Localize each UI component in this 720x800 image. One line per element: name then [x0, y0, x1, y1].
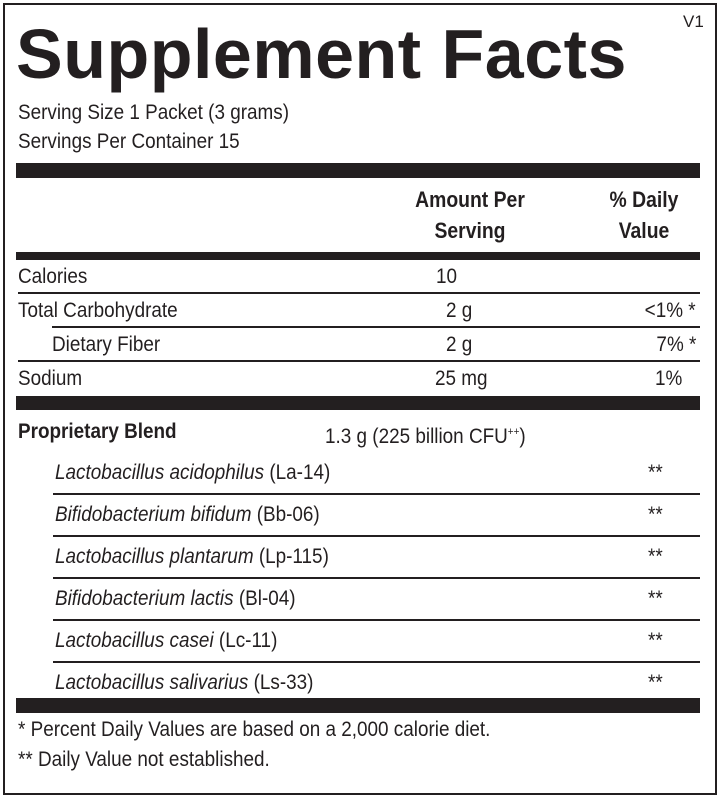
nutrient-dv: 7% *: [656, 333, 696, 356]
row-divider: [53, 493, 700, 495]
row-divider: [18, 292, 700, 294]
blend-amount-text: 1.3 g (225 billion CFU: [325, 425, 508, 448]
strain-species: Bifidobacterium bifidum: [55, 503, 252, 526]
row-divider: [53, 661, 700, 663]
strain-dv: **: [648, 671, 663, 694]
nutrient-amount: 2 g: [446, 299, 473, 322]
strain-code: (Bl-04): [238, 587, 296, 610]
strain-dv: **: [648, 629, 663, 652]
row-divider: [52, 326, 700, 328]
nutrient-amount: 2 g: [446, 333, 473, 356]
thick-divider: [16, 698, 700, 713]
blend-name: Proprietary Blend: [18, 420, 177, 443]
amount-header-line1: Amount Per: [415, 187, 525, 212]
strain-code: (La-14): [269, 461, 331, 484]
strain-name: Lactobacillus acidophilus (La-14): [55, 461, 330, 485]
strain-name: Lactobacillus salivarius (Ls-33): [55, 671, 313, 695]
nutrient-dv: 1%: [654, 367, 682, 390]
footnote-dv: * Percent Daily Values are based on a 2,…: [18, 718, 491, 741]
strain-species: Bifidobacterium lactis: [55, 587, 234, 610]
serving-size: Serving Size 1 Packet (3 grams): [18, 101, 290, 124]
footnote-not-established: ** Daily Value not established.: [18, 748, 270, 771]
blend-amount-close: ): [519, 425, 526, 448]
strain-species: Lactobacillus plantarum: [55, 545, 254, 568]
amount-header: Amount Per Serving: [391, 184, 549, 246]
strain-name: Bifidobacterium bifidum (Bb-06): [55, 503, 320, 527]
amount-header-line2: Serving: [434, 218, 506, 243]
version-tag: V1: [683, 12, 704, 31]
strain-dv: **: [648, 587, 663, 610]
thick-divider: [16, 163, 700, 178]
nutrient-amount: 10: [436, 265, 458, 288]
nutrient-name: Total Carbohydrate: [18, 299, 178, 322]
strain-name: Lactobacillus plantarum (Lp-115): [55, 545, 329, 569]
thick-divider: [16, 396, 700, 410]
nutrient-name: Calories: [18, 265, 88, 288]
medium-divider: [16, 252, 700, 260]
strain-dv: **: [648, 545, 663, 568]
blend-amount: 1.3 g (225 billion CFU++): [325, 420, 526, 449]
strain-species: Lactobacillus casei: [55, 629, 214, 652]
strain-species: Lactobacillus salivarius: [55, 671, 249, 694]
row-divider: [18, 360, 700, 362]
row-divider: [53, 577, 700, 579]
strain-code: (Ls-33): [253, 671, 314, 694]
nutrient-name: Sodium: [18, 367, 83, 390]
strain-dv: **: [648, 461, 663, 484]
strain-code: (Lc-11): [218, 629, 278, 652]
row-divider: [53, 619, 700, 621]
strain-code: (Bb-06): [256, 503, 320, 526]
strain-name: Bifidobacterium lactis (Bl-04): [55, 587, 296, 611]
dv-header-line1: % Daily: [609, 187, 679, 212]
blend-superscript: ++: [507, 426, 520, 438]
nutrient-name: Dietary Fiber: [52, 333, 161, 356]
servings-per-container: Servings Per Container 15: [18, 130, 240, 153]
strain-species: Lactobacillus acidophilus: [55, 461, 265, 484]
strain-code: (Lp-115): [258, 545, 329, 568]
nutrient-amount: 25 mg: [435, 367, 488, 390]
dv-header: % Daily Value: [591, 184, 697, 246]
label-border: [3, 3, 717, 795]
strain-dv: **: [648, 503, 663, 526]
strain-name: Lactobacillus casei (Lc-11): [55, 629, 277, 653]
nutrient-dv: <1% *: [645, 299, 696, 322]
dv-header-line2: Value: [618, 218, 670, 243]
row-divider: [53, 535, 700, 537]
label-title: Supplement Facts: [16, 15, 627, 93]
